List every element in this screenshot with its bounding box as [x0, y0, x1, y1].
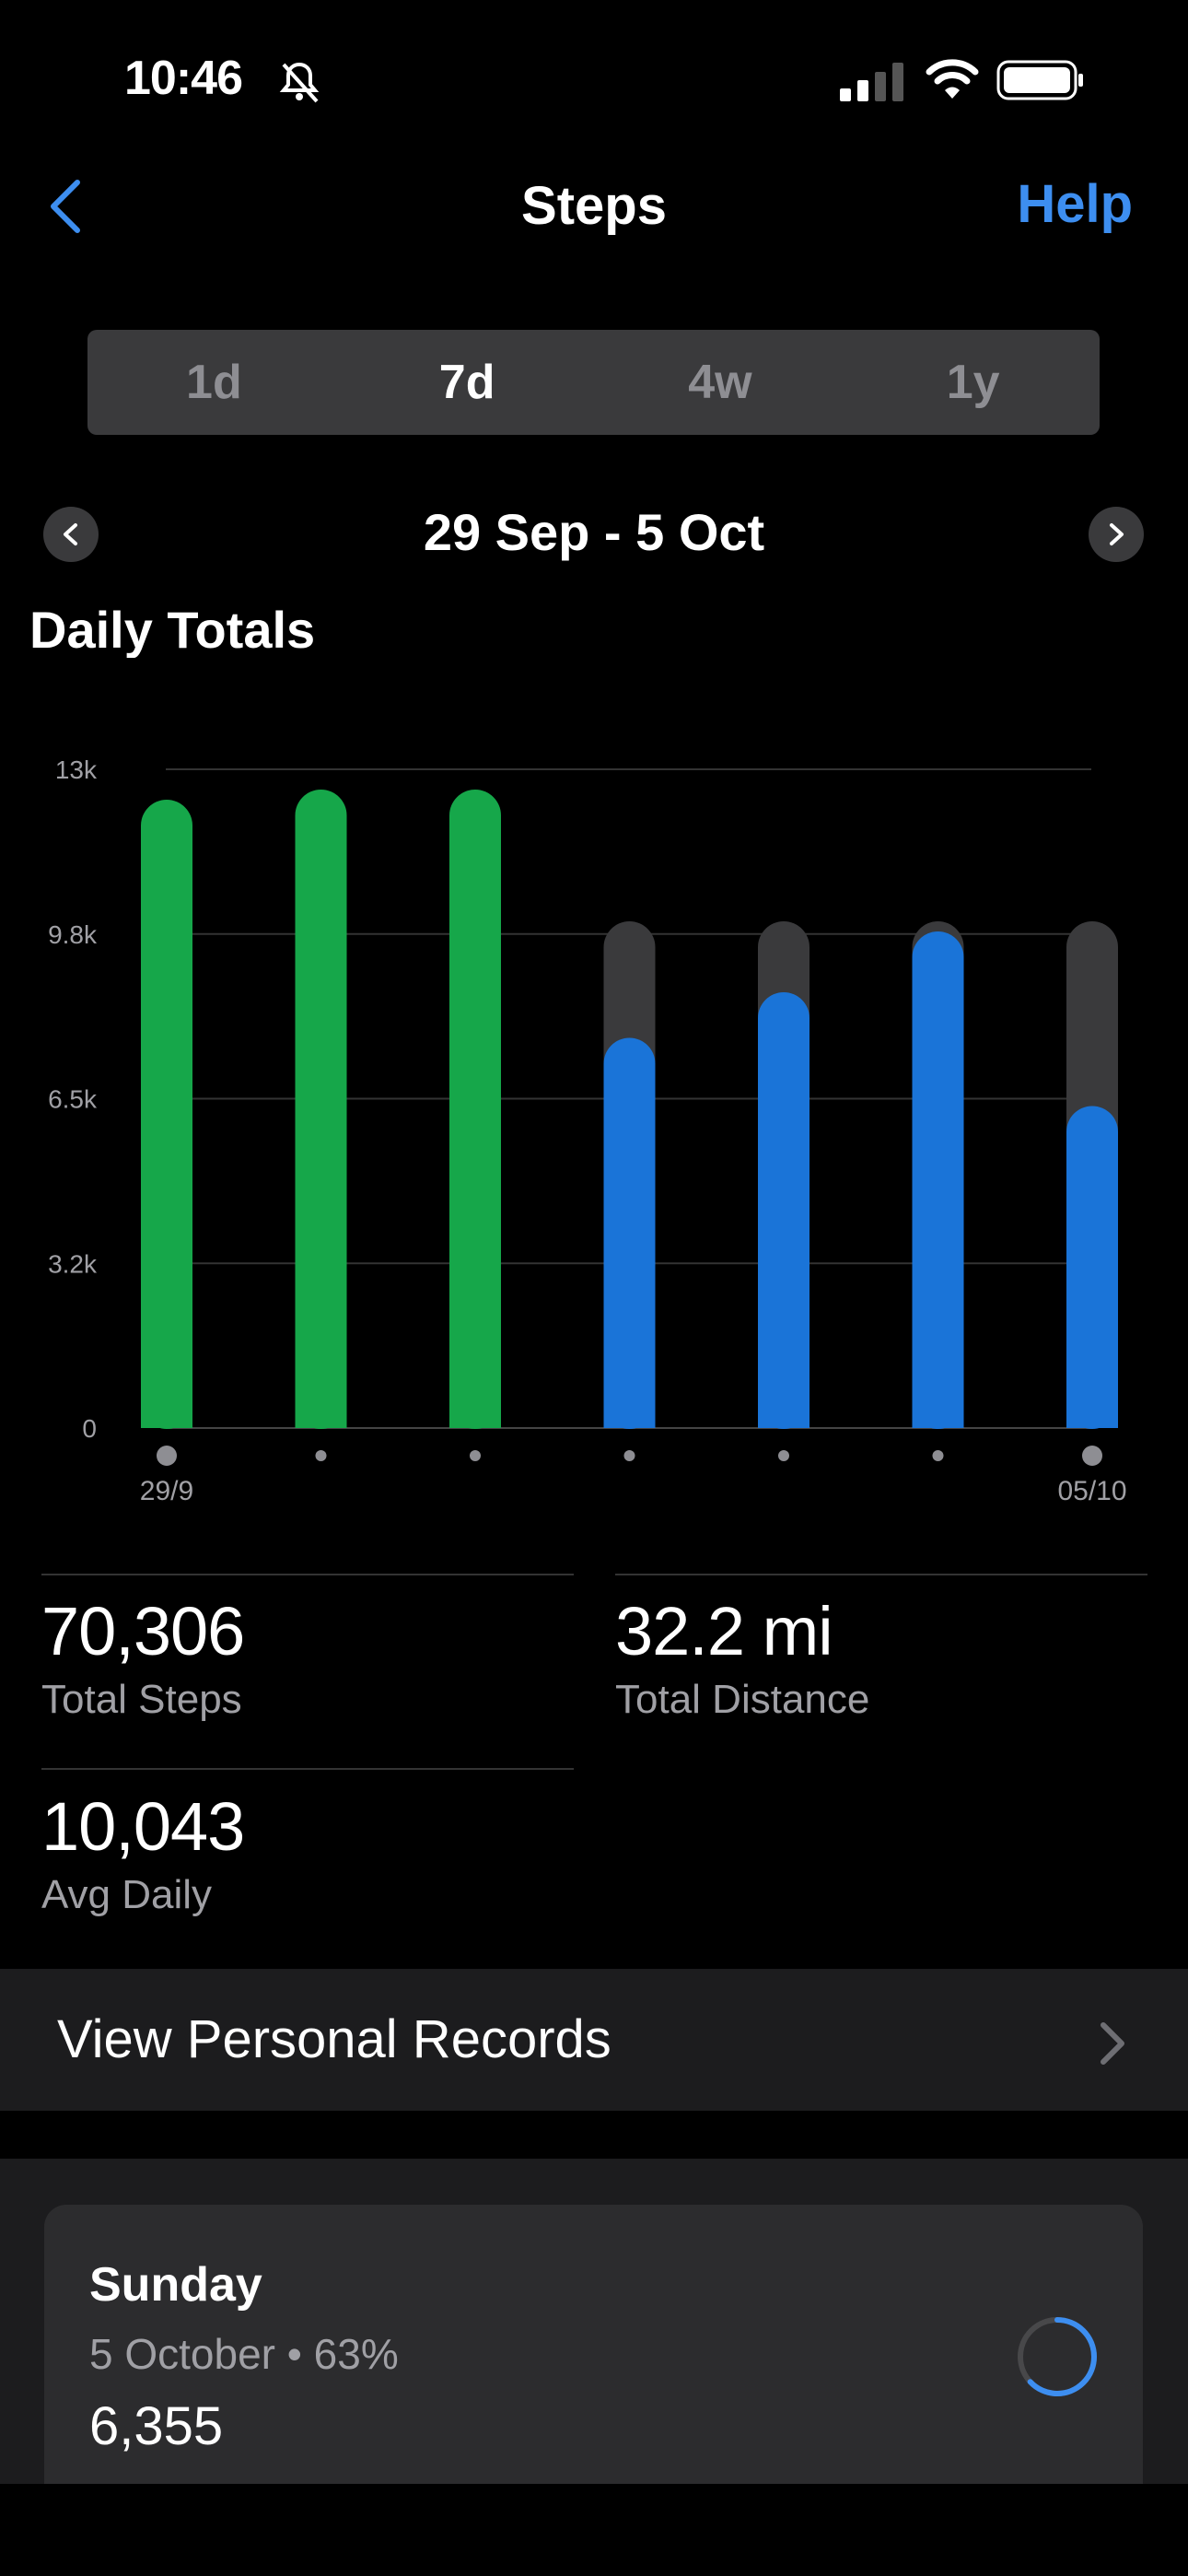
x-axis-dot [932, 1450, 944, 1461]
view-personal-records-row[interactable] [0, 1969, 1188, 2111]
steps-bar-base [758, 1402, 809, 1428]
segment-1d[interactable]: 1d [186, 356, 242, 409]
steps-bar[interactable] [912, 931, 964, 1429]
total-steps-label: Total Steps [41, 1677, 242, 1722]
y-tick-label: 13k [55, 755, 98, 784]
total-distance-label: Total Distance [615, 1677, 870, 1722]
avg-daily-label: Avg Daily [41, 1872, 213, 1917]
y-tick-label: 0 [82, 1414, 97, 1443]
help-button[interactable]: Help [1017, 174, 1133, 234]
section-title: Daily Totals [29, 603, 316, 658]
chevron-left-icon [64, 523, 77, 545]
segment-4w[interactable]: 4w [688, 356, 752, 409]
steps-bar[interactable] [603, 1037, 656, 1430]
view-personal-records-label: View Personal Records [57, 2009, 611, 2069]
avg-daily-value: 10,043 [41, 1788, 245, 1865]
status-time: 10:46 [124, 52, 243, 105]
x-axis-dot [470, 1450, 481, 1461]
segment-7d[interactable]: 7d [438, 356, 495, 409]
daily-steps-chart: 0 3.2k 6.5k 9.8k 13k 29/9 05/10 [48, 755, 1126, 1506]
chevron-right-icon [1110, 523, 1124, 545]
x-tick-label: 05/10 [1057, 1476, 1126, 1506]
x-axis-dot [157, 1446, 177, 1466]
battery-icon [996, 60, 1083, 100]
steps-bar[interactable] [295, 790, 347, 1429]
total-distance-value: 32.2 mi [615, 1593, 833, 1669]
steps-bar-base [603, 1402, 656, 1428]
y-tick-label: 9.8k [48, 920, 98, 949]
next-period-button[interactable] [1089, 507, 1144, 562]
back-chevron-icon[interactable] [44, 175, 88, 238]
x-axis-dot [778, 1450, 789, 1461]
divider [615, 1574, 1147, 1575]
page-title: Steps [521, 176, 667, 236]
cellular-signal-icon [840, 63, 903, 101]
progress-ring-icon [1018, 2317, 1097, 2396]
day-card-title: Sunday [89, 2258, 262, 2312]
period-segmented-control: 1d 7d 4w 1y [87, 330, 1100, 435]
steps-bar[interactable] [449, 790, 501, 1429]
steps-bar-base [1066, 1402, 1118, 1428]
steps-bar-base [295, 1402, 347, 1428]
total-steps-value: 70,306 [41, 1593, 245, 1669]
bell-slash-icon [279, 62, 320, 103]
previous-period-button[interactable] [43, 507, 99, 562]
divider [41, 1574, 574, 1575]
segment-1y[interactable]: 1y [946, 356, 1000, 409]
chevron-right-icon [1101, 2022, 1124, 2065]
day-card[interactable] [44, 2205, 1143, 2484]
x-tick-label: 29/9 [140, 1476, 193, 1506]
steps-bar-base [449, 1402, 501, 1428]
y-tick-label: 3.2k [48, 1249, 98, 1278]
steps-bar[interactable] [141, 800, 192, 1429]
date-range-label: 29 Sep - 5 Oct [423, 503, 765, 561]
x-axis-dot [315, 1450, 327, 1461]
x-axis-dot [623, 1450, 635, 1461]
y-tick-label: 6.5k [48, 1085, 98, 1114]
steps-bar[interactable] [1066, 1106, 1118, 1429]
steps-bar[interactable] [758, 992, 809, 1429]
x-axis-dot [1082, 1446, 1102, 1466]
divider [41, 1768, 574, 1770]
steps-bar-base [141, 1402, 192, 1428]
wifi-icon [926, 59, 979, 99]
day-card-subtitle: 5 October • 63% [89, 2330, 399, 2378]
day-card-steps: 6,355 [89, 2396, 224, 2456]
steps-bar-base [912, 1402, 964, 1428]
